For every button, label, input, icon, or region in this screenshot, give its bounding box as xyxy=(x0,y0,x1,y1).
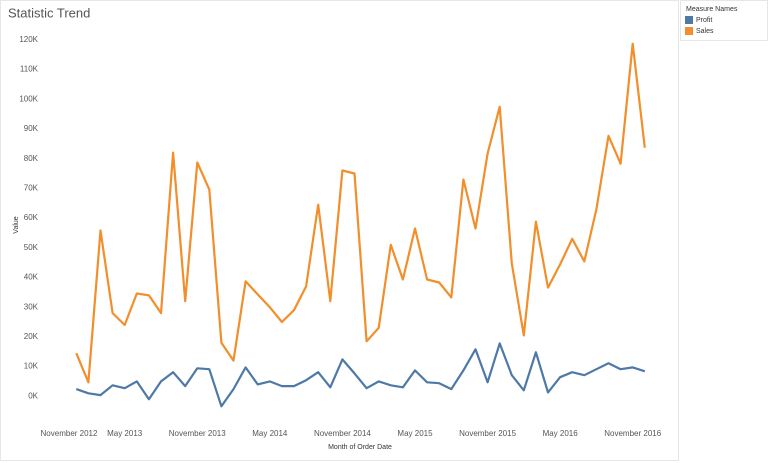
x-tick-label: May 2016 xyxy=(543,429,579,438)
y-tick-label: 20K xyxy=(24,332,39,341)
y-axis-label: Value xyxy=(13,216,20,233)
x-tick-label: November 2013 xyxy=(169,429,226,438)
series-line xyxy=(75,342,646,408)
x-tick-label: November 2012 xyxy=(41,429,98,438)
y-tick-label: 10K xyxy=(24,362,39,371)
legend-label: Sales xyxy=(696,28,714,35)
legend-swatch xyxy=(685,27,693,35)
legend-swatch xyxy=(685,16,693,24)
y-tick-label: 90K xyxy=(24,124,39,133)
x-tick-label: November 2015 xyxy=(459,429,516,438)
y-tick-label: 70K xyxy=(24,183,39,192)
y-tick-label: 40K xyxy=(24,273,39,282)
x-tick-label: May 2014 xyxy=(252,429,288,438)
y-tick-label: 30K xyxy=(24,302,39,311)
y-tick-label: 50K xyxy=(24,243,39,252)
x-tick-label: November 2014 xyxy=(314,429,371,438)
legend-frame xyxy=(680,0,768,41)
x-tick-label: May 2015 xyxy=(397,429,433,438)
legend-label: Profit xyxy=(696,17,712,24)
chart-title: Statistic Trend xyxy=(8,5,90,20)
y-tick-label: 110K xyxy=(20,65,39,74)
x-tick-label: May 2013 xyxy=(107,429,143,438)
x-tick-label: November 2016 xyxy=(604,429,661,438)
legend-title: Measure Names xyxy=(686,6,738,13)
series-line xyxy=(75,42,646,384)
y-tick-label: 0K xyxy=(28,391,38,400)
x-axis-label: Month of Order Date xyxy=(328,444,392,451)
y-tick-label: 60K xyxy=(24,213,39,222)
y-tick-label: 120K xyxy=(19,35,38,44)
y-tick-label: 100K xyxy=(19,94,38,103)
chart-frame xyxy=(0,0,679,461)
y-tick-label: 80K xyxy=(24,154,39,163)
